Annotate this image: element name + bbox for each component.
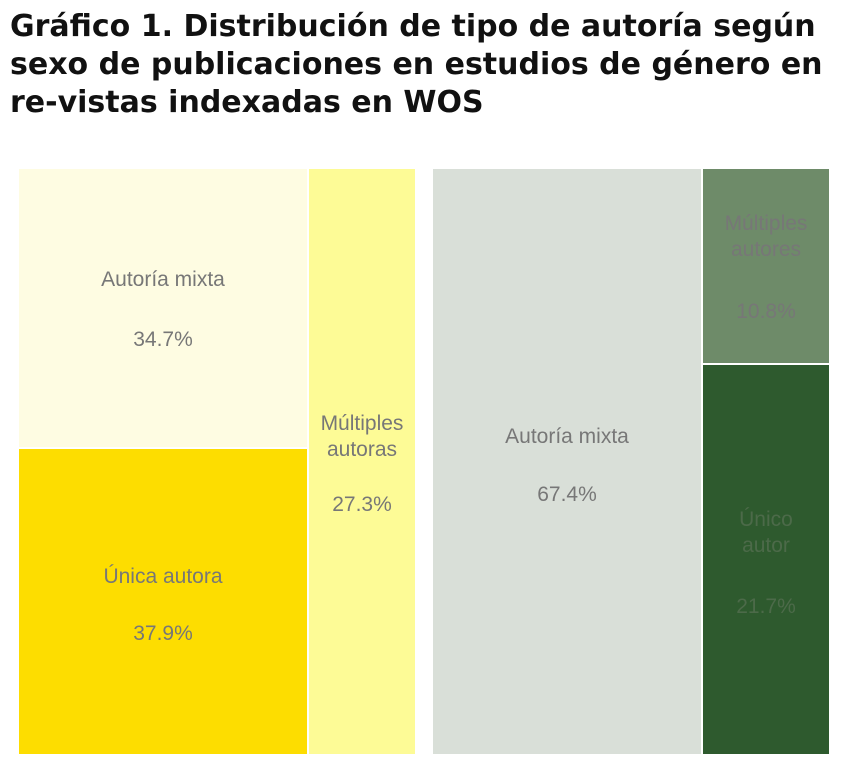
- slice-label: Único autor: [739, 508, 793, 557]
- slice-label: Múltiples autoras: [320, 412, 404, 461]
- treemap-cell-multiples-autoras: Múltiples autoras 27.3%: [308, 168, 416, 755]
- slice-label: Única autora: [103, 565, 223, 588]
- treemap-cell-unico-autor: Único autor 21.7%: [702, 364, 830, 755]
- treemap-cell-autoria-mixta: Autoría mixta 67.4%: [432, 168, 702, 755]
- slice-value: 27.3%: [332, 493, 392, 516]
- treemap-cell-unica-autora: Única autora 37.9%: [18, 448, 308, 755]
- slice-label: Múltiples autores: [724, 212, 808, 261]
- slice-value: 21.7%: [736, 595, 796, 618]
- slice-value: 34.7%: [133, 328, 193, 351]
- treemap-cell-multiples-autores: Múltiples autores 10.8%: [702, 168, 830, 364]
- slice-value: 37.9%: [133, 622, 193, 645]
- treemap-cell-autoria-mixta: Autoría mixta 34.7%: [18, 168, 308, 448]
- slice-value: 10.8%: [736, 300, 796, 323]
- figure-label: Gráfico 1.: [10, 9, 174, 44]
- treemap-men: Autoría mixta 67.4% Múltiples autores 10.8% Ú…: [432, 168, 830, 755]
- slice-value: 67.4%: [537, 483, 597, 506]
- slice-label: Autoría mixta: [505, 425, 629, 448]
- chart-title: Gráfico 1. Distribución de tipo de autor…: [10, 8, 840, 122]
- figure-caption: Distribución de tipo de autoría según se…: [10, 9, 823, 120]
- treemap-women: Autoría mixta 34.7% Única autora 37.9% Múlti…: [18, 168, 416, 755]
- slice-label: Autoría mixta: [101, 268, 225, 291]
